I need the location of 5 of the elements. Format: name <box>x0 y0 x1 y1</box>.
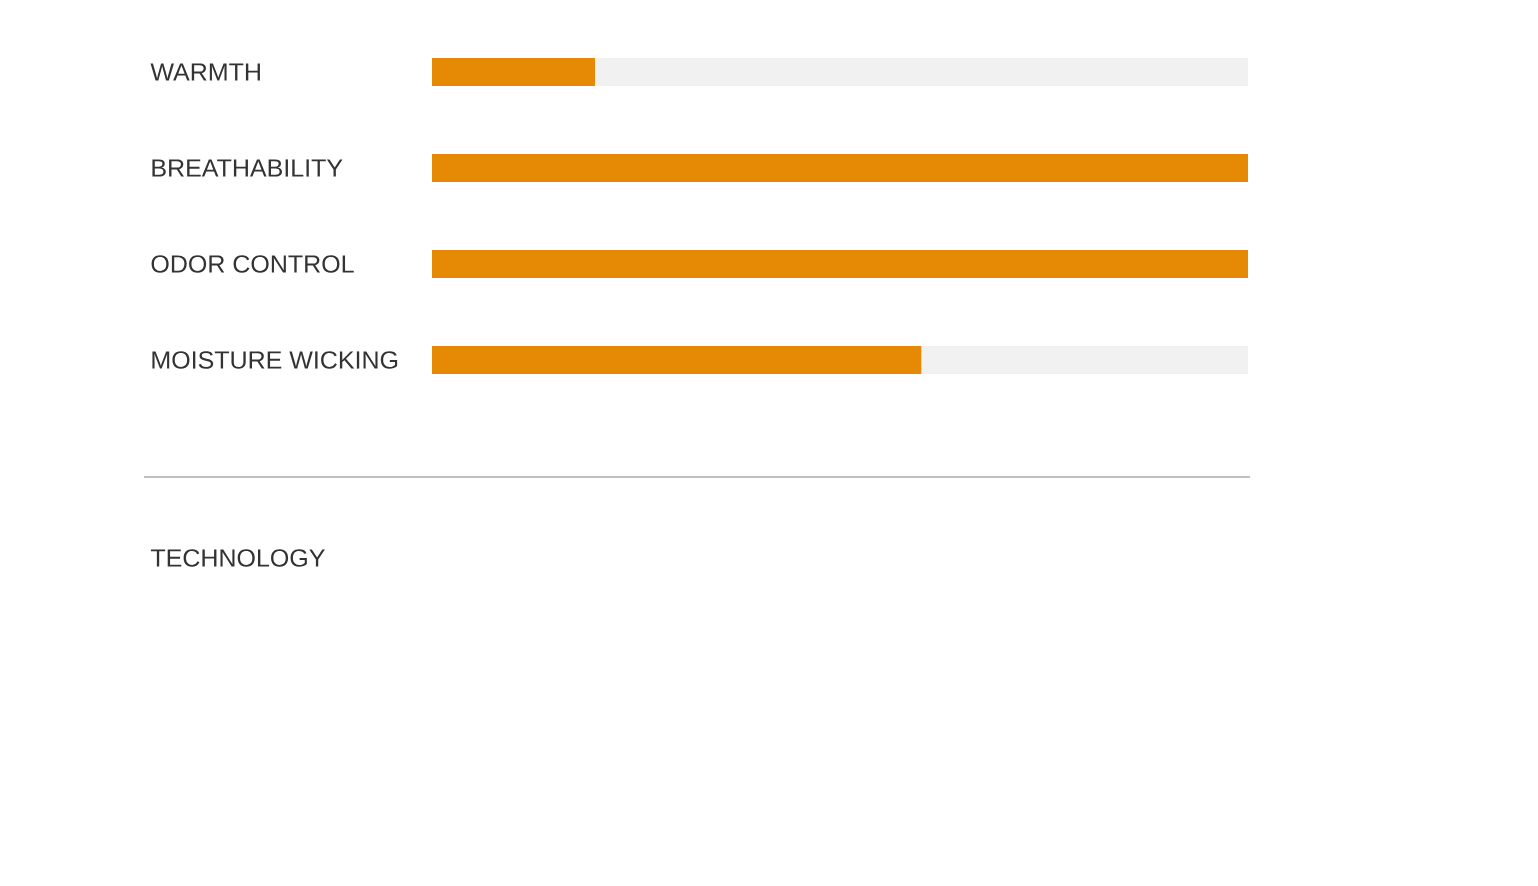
y-tick-label: BREATHABILITY <box>152 159 343 177</box>
text: TECHNOLOGY <box>150 549 325 567</box>
y-tick-label: WARMTH <box>150 63 260 81</box>
y-tick-label: ODOR CONTROL <box>151 255 354 273</box>
y-tick-label: MOISTURE WICKING <box>152 351 398 369</box>
